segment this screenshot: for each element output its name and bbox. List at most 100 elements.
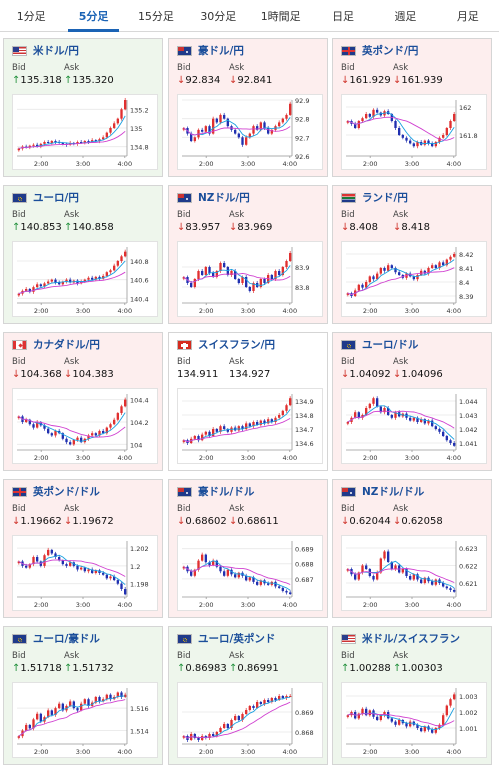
tab-7[interactable]: 月足 [456,9,479,23]
pair-name[interactable]: ランド/円 [362,192,408,204]
candlestick-chart[interactable]: 1.202 1.2 1.198 2:00 3:00 4:00 [12,535,158,611]
candle [255,126,259,130]
candle [412,574,416,580]
candle [259,702,263,704]
rate-card[interactable]: ユーロ/円 Bid Ask ↑140.853 ↑140.858 140.8 140.6 140… [3,185,163,324]
candle [105,132,109,138]
candle [28,564,32,568]
pair-title[interactable]: NZドル/円 [177,191,250,204]
candlestick-chart[interactable]: 140.8 140.6 140.4 2:00 3:00 4:00 [12,241,158,317]
ma-slow-line [183,126,291,136]
pair-title[interactable]: ユーロ/英ポンド [177,632,275,645]
pair-title[interactable]: 英ポンド/円 [341,44,418,57]
pair-title[interactable]: 米ドル/円 [12,44,79,57]
candle [123,251,127,257]
pair-title[interactable]: ユーロ/豪ドル [12,632,100,645]
candle [390,415,394,418]
candlestick-chart[interactable]: 83.9 83.8 2:00 3:00 4:00 [177,241,323,317]
candlestick-chart[interactable]: 0.689 0.688 0.687 2:00 3:00 4:00 [177,535,323,611]
candlestick-chart[interactable]: 135.2 135 134.8 2:00 3:00 4:00 [12,94,158,170]
pair-name[interactable]: 英ポンド/ドル [33,486,100,498]
tab-6[interactable]: 週足 [394,9,417,23]
rate-card[interactable]: 英ポンド/ドル Bid Ask ↓1.19662 ↓1.19672 1.202 1.2 1.1… [3,479,163,618]
chart-svg: 1.516 1.514 2:00 3:00 4:00 [17,688,149,756]
pair-name[interactable]: ユーロ/ドル [362,339,419,351]
pair-title[interactable]: ランド/円 [341,191,408,204]
rate-card[interactable]: ユーロ/豪ドル Bid Ask ↑1.51718 ↑1.51732 1.516 1.514 2… [3,626,163,765]
rate-card[interactable]: ランド/円 Bid Ask ↓8.408 ↓8.418 8.42 8.41 8.4 8.39 2:… [332,185,492,324]
ask-value: ↓0.68611 [229,516,279,527]
pair-name[interactable]: ユーロ/豪ドル [33,633,100,645]
candle [397,720,401,725]
rate-card[interactable]: 米ドル/円 Bid Ask ↑135.318 ↑135.320 135.2 135 134.8… [3,38,163,177]
pair-title[interactable]: ユーロ/ドル [341,338,418,351]
candle [397,128,401,135]
candlestick-chart[interactable]: 134.9 134.8 134.7 134.6 2:00 3:00 4:00 [177,388,323,464]
ask-value: ↓104.383 [64,369,114,380]
pair-name[interactable]: 米ドル/スイスフラン [362,633,461,645]
pair-name[interactable]: 豪ドル/円 [198,45,244,57]
candle [416,275,419,280]
pair-name[interactable]: 豪ドル/ドル [198,486,255,498]
y-tick-label: 0.689 [295,546,314,554]
rate-card[interactable]: スイスフラン/円 Bid Ask 134.911 134.927 134.9 134.8 13… [168,332,328,471]
rate-card[interactable]: カナダドル/円 Bid Ask ↓104.368 ↓104.383 104.4 104.2 1… [3,332,163,471]
candlestick-chart[interactable]: 0.869 0.868 2:00 3:00 4:00 [177,682,323,758]
pair-name[interactable]: ユーロ/円 [33,192,79,204]
candlestick-chart[interactable]: 104.4 104.2 104 2:00 3:00 4:00 [12,388,158,464]
pair-name[interactable]: カナダドル/円 [33,339,100,351]
pair-name[interactable]: ユーロ/英ポンド [198,633,276,645]
bid-label: Bid [12,210,26,220]
candle [445,586,449,589]
rate-card[interactable]: NZドル/円 Bid Ask ↓83.957 ↓83.969 83.9 83.8 2:00 3:… [168,185,328,324]
candle [222,114,226,119]
candle [248,133,252,138]
pair-name[interactable]: スイスフラン/円 [198,339,276,351]
pair-title[interactable]: 豪ドル/円 [177,44,244,57]
pair-title[interactable]: カナダドル/円 [12,338,100,351]
pair-name[interactable]: 米ドル/円 [33,45,79,57]
rate-card[interactable]: 豪ドル/円 Bid Ask ↓92.834 ↓92.841 92.9 92.8 92.7 92.… [168,38,328,177]
pair-title[interactable]: スイスフラン/円 [177,338,275,351]
candlestick-chart[interactable]: 1.003 1.002 1.001 2:00 3:00 4:00 [341,682,487,758]
pair-title[interactable]: 米ドル/スイスフラン [341,632,460,645]
pair-title[interactable]: ユーロ/円 [12,191,79,204]
rate-card[interactable]: NZドル/ドル Bid Ask ↓0.62044 ↓0.62058 0.623 0.622 0… [332,479,492,618]
candle [109,694,112,700]
candlestick-chart[interactable]: 1.044 1.043 1.042 1.041 2:00 3:00 4:00 [341,388,487,464]
rate-card[interactable]: 米ドル/スイスフラン Bid Ask ↑1.00288 ↑1.00303 1.003 1.0… [332,626,492,765]
rate-card[interactable]: 英ポンド/円 Bid Ask ↓161.929 ↓161.939 162 161.8 2:00… [332,38,492,177]
rate-card[interactable]: ユーロ/ドル Bid Ask ↓1.04092 ↓1.04096 1.044 1.043 1.… [332,332,492,471]
x-tick-label: 4:00 [446,748,461,756]
pair-title[interactable]: 豪ドル/ドル [177,485,254,498]
y-tick-label: 1.002 [459,709,478,717]
candle [35,557,39,562]
tab-4[interactable]: 1時間足 [260,9,301,23]
candle [449,256,452,260]
candlestick-chart[interactable]: 1.516 1.514 2:00 3:00 4:00 [12,682,158,758]
tab-5[interactable]: 日足 [332,9,355,23]
rate-card[interactable]: 豪ドル/ドル Bid Ask ↓0.68602 ↓0.68611 0.689 0.688 0.… [168,479,328,618]
pair-title[interactable]: 英ポンド/ドル [12,485,100,498]
candlestick-chart[interactable]: 92.9 92.8 92.7 92.6 2:00 3:00 4:00 [177,94,323,170]
tab-3[interactable]: 30分足 [200,9,237,23]
pair-name[interactable]: 英ポンド/円 [362,45,419,57]
pair-name[interactable]: NZドル/ドル [362,486,425,498]
rate-card[interactable]: ユーロ/英ポンド Bid Ask ↑0.86983 ↑0.86991 0.869 0.868… [168,626,328,765]
y-tick-label: 0.623 [459,545,478,553]
candle [285,261,288,267]
candle [68,701,72,706]
candle [452,254,456,257]
candle [116,118,120,124]
tab-2[interactable]: 15分足 [137,9,174,23]
candle [94,140,98,142]
candlestick-chart[interactable]: 0.623 0.622 0.621 2:00 3:00 4:00 [341,535,487,611]
ask-value: ↑135.320 [64,75,114,86]
tab-0[interactable]: 1分足 [16,9,46,23]
chart-svg: 83.9 83.8 2:00 3:00 4:00 [182,247,309,315]
candlestick-chart[interactable]: 8.42 8.41 8.4 8.39 2:00 3:00 4:00 [341,241,487,317]
pair-title[interactable]: NZドル/ドル [341,485,424,498]
candlestick-chart[interactable]: 162 161.8 2:00 3:00 4:00 [341,94,487,170]
pair-name[interactable]: NZドル/円 [198,192,250,204]
tab-1[interactable]: 5分足 [62,0,124,32]
